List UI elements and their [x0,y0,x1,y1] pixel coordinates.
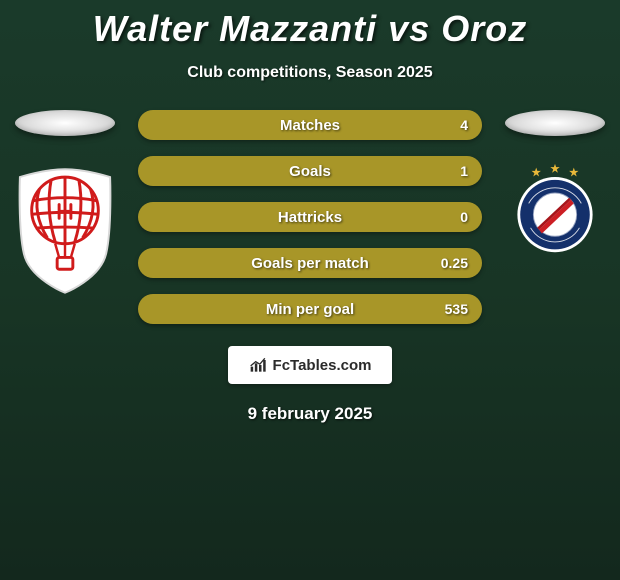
stat-label: Goals per match [251,255,369,272]
stat-label: Matches [280,117,340,134]
stats-column: Matches 4 Goals 1 Hattricks 0 Goals per … [138,110,482,324]
left-club-crest [15,166,115,296]
argentinos-juniors-crest-icon [508,162,602,256]
page-title: Walter Mazzanti vs Oroz [0,0,620,50]
right-player-placeholder-ellipse [505,110,605,136]
left-player-placeholder-ellipse [15,110,115,136]
left-player-column [10,110,120,296]
page-subtitle: Club competitions, Season 2025 [0,64,620,82]
branding-text: FcTables.com [273,357,372,374]
stat-label: Min per goal [266,301,354,318]
branding-badge: FcTables.com [228,346,392,384]
footer-date: 9 february 2025 [0,404,620,424]
stat-pill-goals: Goals 1 [138,156,482,186]
stat-value: 535 [445,301,468,317]
bar-chart-icon [249,356,269,374]
stat-pill-goals-per-match: Goals per match 0.25 [138,248,482,278]
stat-label: Goals [289,163,331,180]
right-player-column [500,110,610,256]
stat-pill-matches: Matches 4 [138,110,482,140]
stat-pill-hattricks: Hattricks 0 [138,202,482,232]
stat-value: 0.25 [441,255,468,271]
comparison-row: Matches 4 Goals 1 Hattricks 0 Goals per … [0,110,620,324]
stat-value: 0 [460,209,468,225]
stat-value: 1 [460,163,468,179]
right-club-crest [508,162,602,256]
stat-label: Hattricks [278,209,342,226]
stat-pill-min-per-goal: Min per goal 535 [138,294,482,324]
stat-value: 4 [460,117,468,133]
huracan-crest-icon [16,166,114,296]
